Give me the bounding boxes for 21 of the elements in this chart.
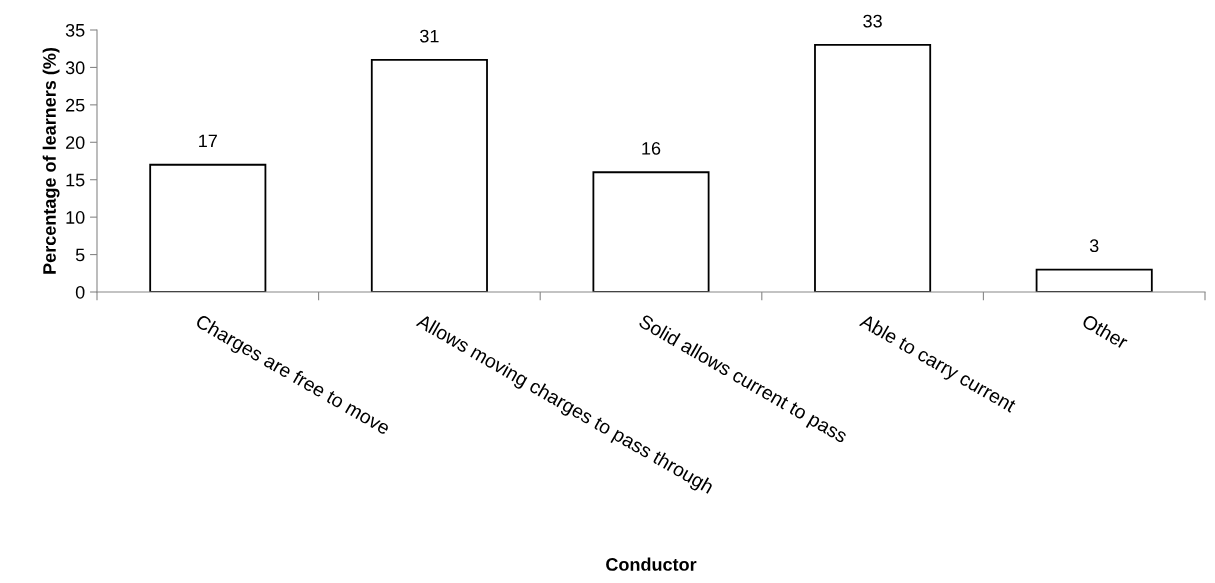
x-axis-title: Conductor <box>606 557 697 571</box>
data-label: 33 <box>863 14 882 28</box>
y-tick-label: 10 <box>66 211 85 224</box>
bar <box>370 59 488 292</box>
bar <box>592 171 710 292</box>
y-tick-label: 25 <box>66 98 85 112</box>
y-tick-label: 15 <box>66 173 85 187</box>
y-tick-label: 20 <box>66 136 85 150</box>
bar <box>1035 268 1153 292</box>
y-axis-title: Percentage of learners (%) <box>42 48 60 274</box>
y-tick-label: 35 <box>65 23 85 37</box>
y-tick-label: 5 <box>75 248 85 262</box>
data-label: 16 <box>642 141 661 155</box>
data-label: 31 <box>420 29 439 43</box>
bar <box>814 44 932 292</box>
y-tick-label: 30 <box>65 61 85 75</box>
data-label: 3 <box>1089 239 1099 253</box>
data-label: 17 <box>199 134 217 148</box>
y-tick-label: 0 <box>75 285 85 299</box>
x-tick-label: Other <box>1081 313 1130 350</box>
bar <box>149 163 267 292</box>
